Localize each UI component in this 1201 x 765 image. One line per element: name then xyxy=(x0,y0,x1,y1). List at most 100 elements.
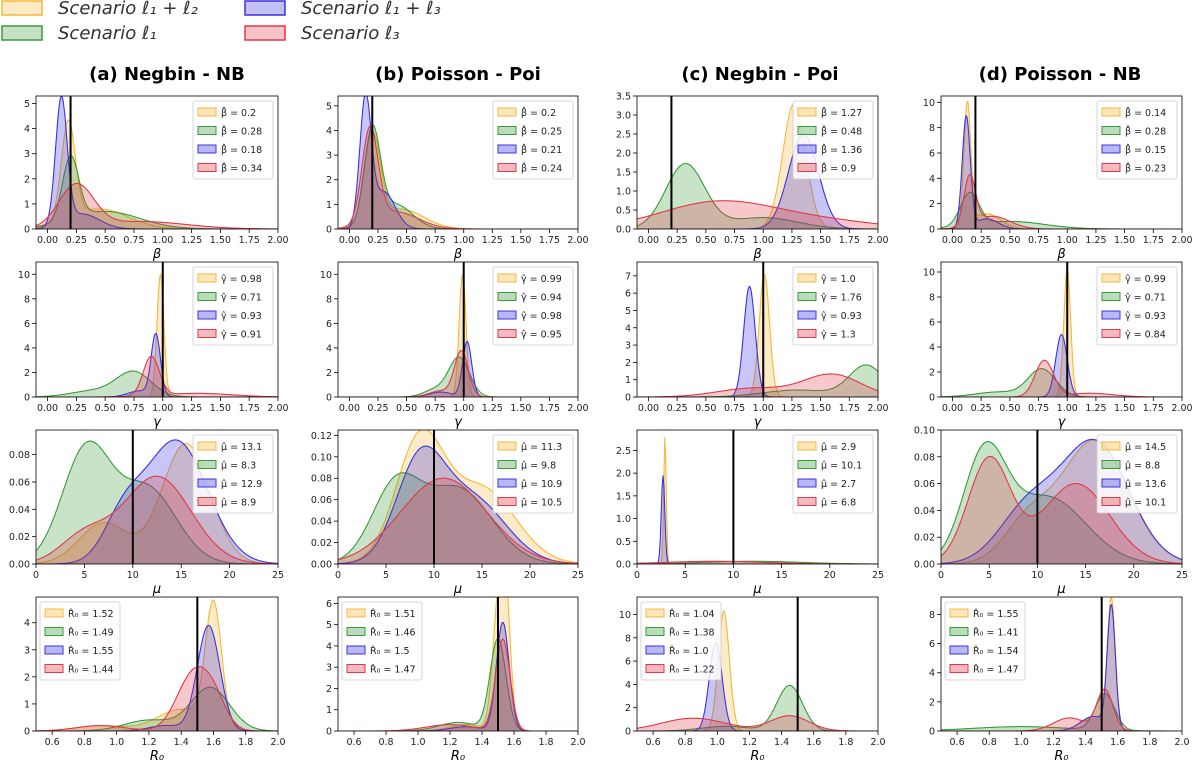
x-tick-label: 0.75 xyxy=(1028,235,1049,246)
column-title: (b) Poisson - Poi xyxy=(375,64,541,85)
density-line-red xyxy=(36,182,278,229)
panel-legend-label: R̂₀ = 1.47 xyxy=(370,664,416,676)
y-tick-label: 0.10 xyxy=(311,452,332,463)
plot-frame xyxy=(940,429,1183,565)
density-area-blue xyxy=(637,286,878,397)
y-tick-label: 4 xyxy=(326,126,332,137)
x-tick-label: 0.75 xyxy=(123,403,144,414)
panel-legend-label: β̂ = 0.25 xyxy=(521,125,562,138)
plot-area xyxy=(36,430,278,564)
column-title: (c) Negbin - Poi xyxy=(681,64,838,85)
x-tick-label: 0.50 xyxy=(95,235,116,246)
panel-legend-box xyxy=(944,601,1026,681)
y-tick-label: 8 xyxy=(929,293,935,304)
panel-legend: R̂₀ = 1.55 R̂₀ = 1.41 R̂₀ = 1.54 R̂₀ = 1.47 xyxy=(944,601,1026,681)
x-tick-label: 2.0 xyxy=(270,737,285,748)
panel-legend-label: β̂ = 0.28 xyxy=(1125,125,1166,138)
x-tick-label: 1.25 xyxy=(1085,403,1106,414)
plot-area xyxy=(637,96,878,229)
panel-legend-swatch xyxy=(645,627,665,636)
panel-legend-label: γ̂ = 0.98 xyxy=(221,274,262,285)
y-tick-label: 3 xyxy=(326,151,332,162)
density-area-orange xyxy=(36,443,278,564)
density-area-green xyxy=(36,687,278,731)
panel-legend: β̂ = 0.14 β̂ = 0.28 β̂ = 0.15 β̂ = 0.23 xyxy=(1096,100,1178,180)
y-tick-label: 0.12 xyxy=(311,431,332,442)
y-tick-label: 2 xyxy=(24,174,30,185)
panel-legend-swatch xyxy=(346,664,366,673)
density-area-blue xyxy=(637,475,878,564)
panel-legend-swatch xyxy=(949,627,969,636)
panels: 0.00 0.25 0.50 0.75 1.00 1.25 1.50 1.75 2.000123… xyxy=(9,92,1193,765)
x-tick-label: 0.00 xyxy=(339,235,360,246)
plot-area xyxy=(941,96,1182,229)
chart-panel-d-gamma: 0.00 0.25 0.50 0.75 1.00 1.25 1.50 1.75 2.00 0 2 4 6… xyxy=(923,261,1193,430)
density-line-red xyxy=(941,688,1182,731)
x-tick-label: 0.25 xyxy=(367,235,388,246)
x-tick-label: 1.4 xyxy=(174,737,189,748)
panel-legend-label: β̂ = 0.23 xyxy=(1125,162,1166,175)
x-tick-label: 0.00 xyxy=(942,403,963,414)
y-tick-label: 0.00 xyxy=(9,560,30,571)
x-tick-label: 0.75 xyxy=(724,235,745,246)
x-tick-label: 0.6 xyxy=(646,737,661,748)
density-line-blue xyxy=(637,285,878,397)
panel-legend-swatch xyxy=(797,441,817,451)
x-tick-label: 2.00 xyxy=(867,235,888,246)
plot-frame xyxy=(940,95,1183,230)
panel-legend-swatch xyxy=(797,478,817,488)
panel-legend-box xyxy=(192,434,274,514)
x-tick-label: 25 xyxy=(272,570,284,581)
x-tick-label: 10 xyxy=(1031,570,1043,581)
x-tick-label: 1.75 xyxy=(239,235,260,246)
panel-legend-label: μ̂ = 6.8 xyxy=(821,498,856,509)
x-tick-label: 1.50 xyxy=(210,235,231,246)
density-line-blue xyxy=(941,114,1182,229)
y-tick-label: 0.02 xyxy=(914,533,935,544)
panel-legend-label: R̂₀ = 1.41 xyxy=(973,627,1019,639)
x-tick-label: 2.0 xyxy=(570,737,585,748)
x-tick-label: 1.00 xyxy=(453,235,474,246)
x-tick-label: 0.75 xyxy=(1028,403,1049,414)
y-tick-label: 7 xyxy=(625,271,631,282)
panel-legend-box xyxy=(492,434,574,514)
panel-legend-swatch xyxy=(44,627,64,636)
panel-legend-swatch xyxy=(1101,329,1121,338)
y-tick-label: 2 xyxy=(625,358,631,369)
y-tick-label: 0.08 xyxy=(311,474,332,485)
x-tick-label: 10 xyxy=(127,570,139,581)
panel-legend-swatch xyxy=(797,460,817,469)
x-tick-label: 0.8 xyxy=(982,737,997,748)
y-tick-label: 4 xyxy=(929,174,935,185)
x-tick-label: 2.00 xyxy=(1171,235,1192,246)
y-tick-label: 1 xyxy=(326,200,332,211)
y-tick-label: 0 xyxy=(326,225,332,236)
panel-legend-label: μ̂ = 14.5 xyxy=(1125,442,1166,453)
panel-legend-label: β̂ = 0.21 xyxy=(521,143,562,156)
x-axis-label: R₀ xyxy=(150,749,165,764)
density-line-orange xyxy=(941,269,1182,397)
density-line-blue xyxy=(36,96,278,229)
panel-legend-swatch xyxy=(797,310,817,320)
x-tick-label: 0.75 xyxy=(123,235,144,246)
density-line-green xyxy=(36,440,278,564)
panel-legend-label: R̂₀ = 1.04 xyxy=(669,608,715,620)
density-area-blue xyxy=(36,96,278,229)
x-tick-label: 1.25 xyxy=(1085,235,1106,246)
y-tick-label: 6 xyxy=(929,639,935,650)
panel-legend-label: γ̂ = 0.98 xyxy=(521,311,562,322)
plot-frame xyxy=(636,95,879,230)
y-tick-label: 0 xyxy=(24,727,30,738)
x-tick-label: 0.50 xyxy=(999,403,1020,414)
panel-legend-label: γ̂ = 1.76 xyxy=(821,293,862,304)
density-area-red xyxy=(338,478,578,564)
density-area-orange xyxy=(338,430,578,564)
main-legend-label: Scenario ℓ₃ xyxy=(301,23,400,44)
x-tick-label: 0 xyxy=(634,570,640,581)
panel-legend-swatch xyxy=(949,608,969,618)
panel-legend-swatch xyxy=(197,273,217,283)
x-tick-label: 0.6 xyxy=(346,737,361,748)
density-area-blue xyxy=(637,134,878,229)
y-tick-label: 2 xyxy=(625,703,631,714)
panel-legend: γ̂ = 1.0 γ̂ = 1.76 γ̂ = 0.93 γ̂ = 1.3 xyxy=(792,266,874,346)
